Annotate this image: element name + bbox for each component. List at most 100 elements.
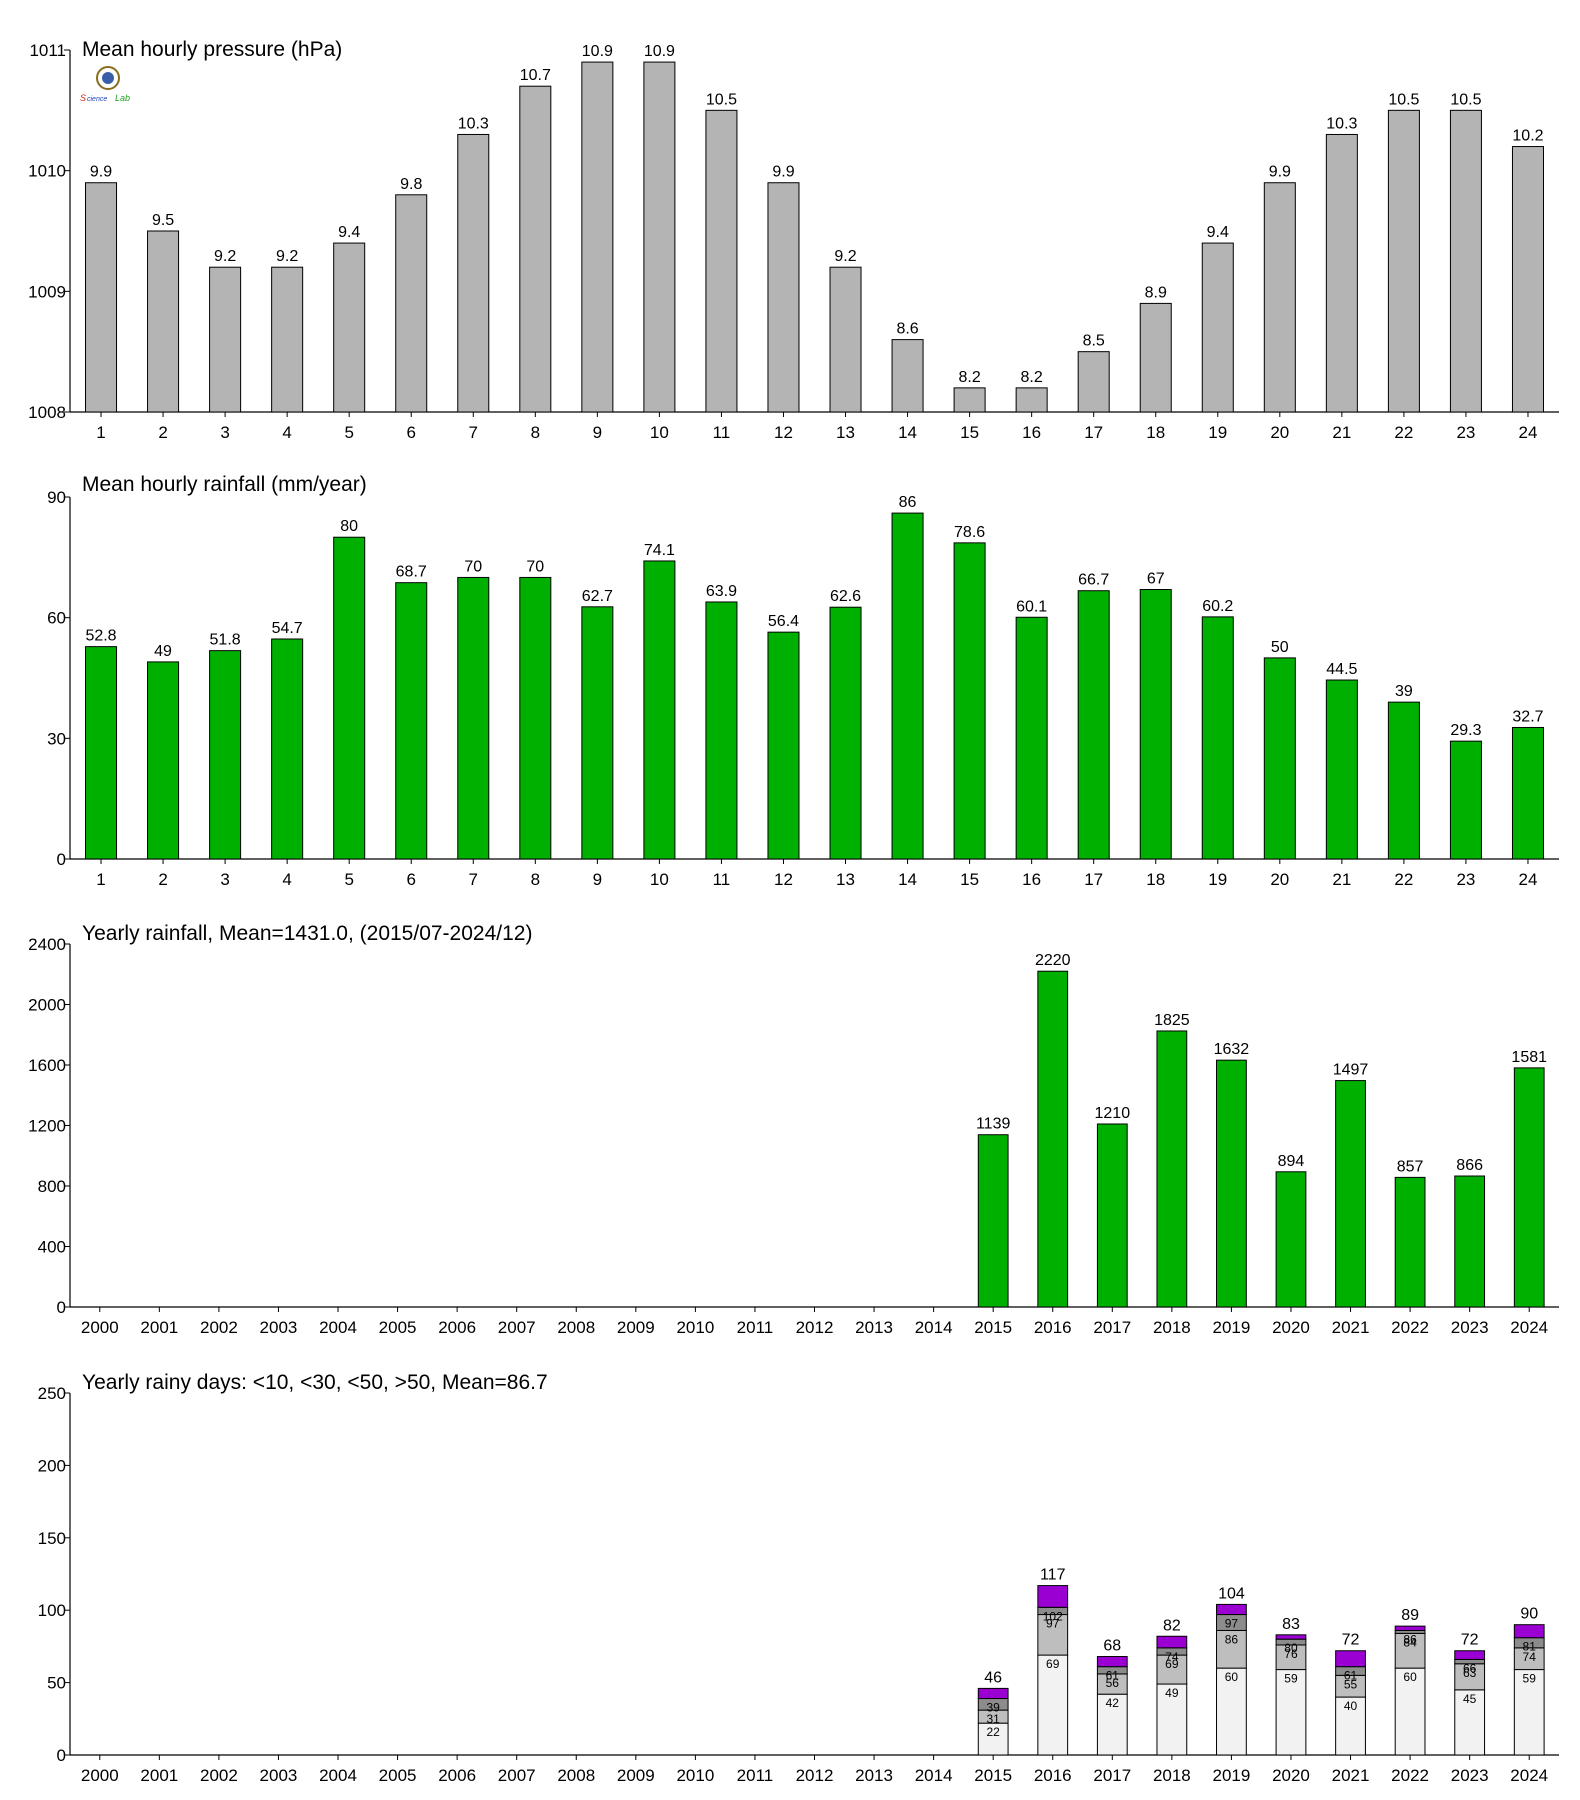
x-tick-label: 2018 — [1153, 1766, 1191, 1785]
bar — [643, 560, 676, 860]
x-tick-label: 2000 — [81, 1766, 119, 1785]
bar-value-label: 78.6 — [954, 524, 985, 541]
x-tick-label: 2007 — [498, 1766, 536, 1785]
x-tick-label: 18 — [1146, 870, 1165, 889]
bar — [1387, 109, 1420, 413]
x-tick-label: 2022 — [1391, 1766, 1429, 1785]
bar — [1263, 657, 1296, 860]
x-tick-label: 19 — [1208, 423, 1227, 442]
segment-value-label: 81 — [1523, 1640, 1537, 1654]
bar — [1096, 1123, 1128, 1308]
bar — [1015, 616, 1048, 860]
stacked-segment — [1216, 1603, 1247, 1616]
segment-value-label: 59 — [1523, 1672, 1537, 1686]
x-tick-label: 2009 — [617, 1766, 655, 1785]
x-tick-label: 5 — [344, 870, 353, 889]
bar — [333, 242, 366, 413]
x-tick-label: 2010 — [676, 1318, 714, 1337]
x-tick-label: 2006 — [438, 1766, 476, 1785]
segment-value-label: 66 — [1463, 1661, 1477, 1675]
y-tick-label: 90 — [47, 488, 66, 507]
bar-value-label: 10.2 — [1512, 128, 1543, 145]
stacked-segment — [1037, 1585, 1069, 1608]
bar — [85, 646, 118, 860]
x-tick-label: 16 — [1022, 423, 1041, 442]
x-tick-label: 2024 — [1510, 1766, 1548, 1785]
segment-value-label: 61 — [1106, 1669, 1120, 1683]
bar-value-label: 8.2 — [958, 369, 980, 386]
bar-value-label: 866 — [1456, 1157, 1483, 1174]
segment-value-label: 59 — [1284, 1672, 1298, 1686]
x-tick-label: 3 — [220, 870, 229, 889]
bar-value-label: 1210 — [1095, 1105, 1131, 1122]
segment-value-label: 86 — [1225, 1632, 1239, 1646]
x-tick-label: 12 — [774, 870, 793, 889]
bar — [767, 182, 800, 413]
bar — [1201, 616, 1234, 860]
bar-value-label: 9.9 — [90, 164, 112, 181]
bar — [1015, 387, 1048, 413]
x-tick-label: 3 — [220, 423, 229, 442]
y-tick-label: 400 — [38, 1238, 66, 1257]
x-tick-label: 2000 — [81, 1318, 119, 1337]
x-tick-label: 22 — [1394, 423, 1413, 442]
x-tick-label: 21 — [1332, 870, 1351, 889]
bar-value-label: 8.6 — [896, 321, 918, 338]
x-tick-label: 17 — [1084, 870, 1103, 889]
bar — [333, 536, 366, 860]
stacked-segment — [1454, 1663, 1486, 1691]
bar — [705, 109, 738, 413]
bar-value-label: 67 — [1147, 571, 1165, 588]
y-tick-label: 1200 — [28, 1117, 66, 1136]
stacked-segment — [1037, 1654, 1069, 1756]
bar — [1077, 351, 1110, 413]
chart-pressure: Mean hourly pressure (hPa) 1008100910101… — [28, 38, 1559, 442]
bar — [395, 582, 428, 860]
y-tick-label: 50 — [47, 1674, 66, 1693]
bar — [519, 576, 552, 860]
x-tick-label: 2002 — [200, 1318, 238, 1337]
bar — [1511, 726, 1544, 860]
x-tick-label: 9 — [593, 423, 602, 442]
y-tick-label: 1600 — [28, 1056, 66, 1075]
x-tick-label: 2010 — [676, 1766, 714, 1785]
bar — [271, 638, 304, 860]
chart-yearly-rainfall: Yearly rainfall, Mean=1431.0, (2015/07-2… — [28, 922, 1559, 1337]
stacked-segment — [1156, 1635, 1188, 1649]
segment-value-label: 80 — [1284, 1641, 1298, 1655]
bar-value-label: 894 — [1278, 1153, 1305, 1170]
x-tick-label: 10 — [650, 870, 669, 889]
bar-value-label: 49 — [154, 643, 172, 660]
segment-value-label: 97 — [1046, 1617, 1060, 1631]
x-tick-label: 24 — [1519, 423, 1538, 442]
x-tick-label: 7 — [469, 423, 478, 442]
bar-value-label: 54.7 — [272, 620, 303, 637]
bar — [581, 61, 614, 413]
bar — [519, 85, 552, 413]
x-tick-label: 2 — [158, 423, 167, 442]
chart-rainy-days: Yearly rainy days: <10, <30, <50, >50, M… — [38, 1371, 1559, 1785]
bar-value-label: 1497 — [1333, 1062, 1369, 1079]
bar-value-label: 1139 — [976, 1116, 1011, 1133]
y-tick-label: 250 — [38, 1384, 66, 1403]
stacked-segment — [1335, 1696, 1366, 1756]
bar — [395, 194, 428, 413]
x-tick-label: 23 — [1456, 423, 1475, 442]
x-tick-label: 2008 — [557, 1766, 595, 1785]
bar-total-label: 83 — [1282, 1616, 1300, 1633]
bar — [1139, 302, 1172, 413]
y-tick-label: 1011 — [29, 41, 66, 60]
bar — [1325, 679, 1358, 860]
bar — [1449, 740, 1482, 860]
segment-value-label: 45 — [1463, 1692, 1477, 1706]
bar-value-label: 9.4 — [1207, 224, 1229, 241]
x-tick-label: 2018 — [1153, 1318, 1191, 1337]
x-tick-label: 22 — [1394, 870, 1413, 889]
chart-title: Yearly rainy days: <10, <30, <50, >50, M… — [82, 1371, 548, 1394]
bar — [977, 1134, 1009, 1308]
bar-value-label: 44.5 — [1326, 661, 1357, 678]
bar — [1077, 590, 1110, 860]
bar-value-label: 29.3 — [1450, 722, 1481, 739]
chart-title: Mean hourly rainfall (mm/year) — [82, 473, 367, 496]
chart-title: Mean hourly pressure (hPa) — [82, 38, 342, 61]
